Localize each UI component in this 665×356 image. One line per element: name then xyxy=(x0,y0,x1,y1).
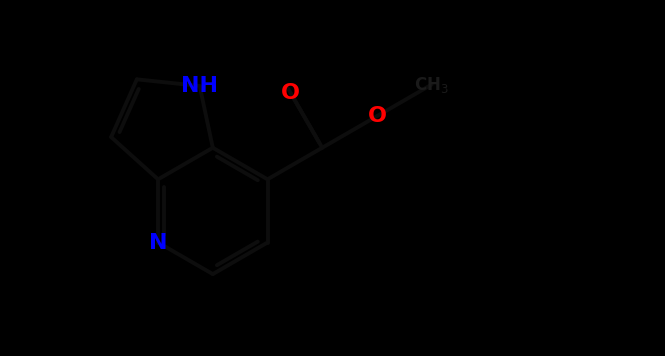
Text: CH$_3$: CH$_3$ xyxy=(414,74,449,95)
Text: O: O xyxy=(368,106,386,126)
Text: O: O xyxy=(281,83,300,103)
Text: N: N xyxy=(149,232,168,252)
Text: NH: NH xyxy=(181,76,218,96)
